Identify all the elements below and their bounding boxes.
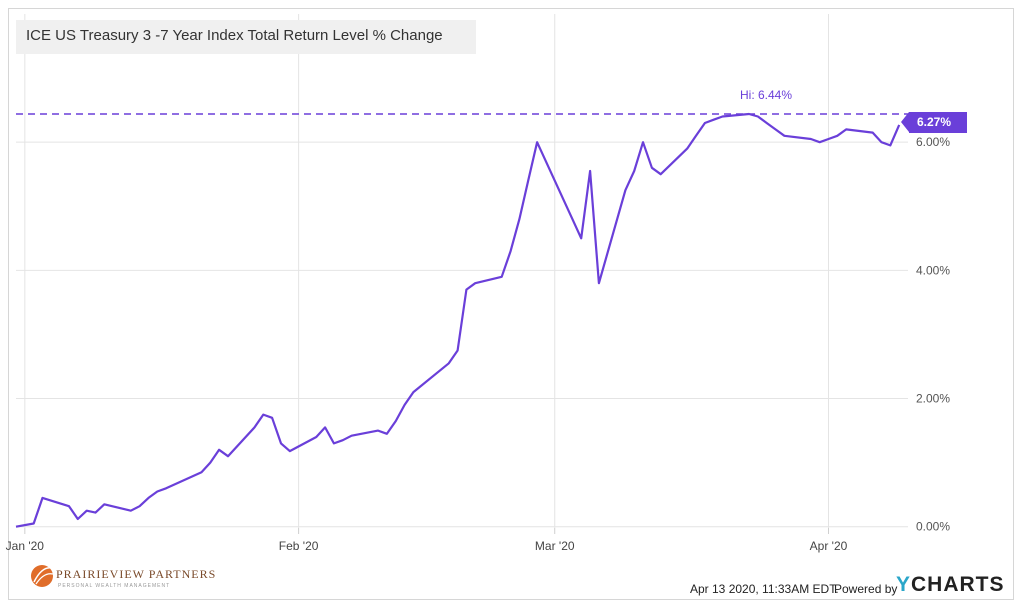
- x-tick-label: Jan '20: [6, 539, 45, 553]
- x-tick-label: Mar '20: [535, 539, 575, 553]
- data-point: [280, 442, 282, 444]
- data-point: [77, 518, 79, 520]
- data-point: [333, 442, 335, 444]
- data-point: [342, 439, 344, 441]
- y-tick-label: 4.00%: [916, 263, 950, 277]
- data-point: [254, 426, 256, 428]
- data-point: [42, 497, 44, 499]
- chart-title: ICE US Treasury 3 -7 Year Index Total Re…: [16, 20, 476, 54]
- data-point: [86, 510, 88, 512]
- brand-name: PRAIRIEVIEW PARTNERS: [56, 567, 217, 581]
- data-point: [395, 420, 397, 422]
- powered-by-text: Powered by: [834, 582, 898, 596]
- data-point: [448, 362, 450, 364]
- data-point: [819, 141, 821, 143]
- data-point: [881, 141, 883, 143]
- x-tick-label: Apr '20: [810, 539, 848, 553]
- data-point: [845, 128, 847, 130]
- data-point: [201, 471, 203, 473]
- data-point: [536, 141, 538, 143]
- high-annotation-label: Hi: 6.44%: [740, 88, 793, 102]
- data-point: [589, 170, 591, 172]
- data-point: [474, 282, 476, 284]
- data-point: [598, 282, 600, 284]
- y-tick-label: 0.00%: [916, 520, 950, 534]
- brand-tagline: PERSONAL WEALTH MANAGEMENT: [58, 583, 171, 589]
- data-point: [377, 430, 379, 432]
- data-point: [836, 135, 838, 137]
- ycharts-logo[interactable]: YCHARTS: [896, 573, 1005, 597]
- data-point: [686, 148, 688, 150]
- data-point: [518, 218, 520, 220]
- data-point: [695, 135, 697, 137]
- data-point: [713, 119, 715, 121]
- brand-mark-icon: [31, 565, 54, 587]
- data-point: [810, 138, 812, 140]
- ycharts-y: Y: [896, 573, 912, 596]
- data-point: [651, 167, 653, 169]
- data-point: [783, 135, 785, 137]
- data-point: [872, 132, 874, 134]
- data-point: [218, 449, 220, 451]
- data-point: [271, 417, 273, 419]
- data-point: [757, 116, 759, 118]
- timestamp: Apr 13 2020, 11:33AM EDT.: [690, 582, 839, 596]
- x-tick-label: Feb '20: [279, 539, 319, 553]
- data-point: [660, 173, 662, 175]
- data-point: [510, 250, 512, 252]
- data-point: [624, 189, 626, 191]
- series-line: [15, 112, 901, 528]
- data-point: [289, 450, 291, 452]
- data-point: [103, 503, 105, 505]
- data-point: [642, 141, 644, 143]
- data-point: [95, 512, 97, 514]
- data-point: [227, 455, 229, 457]
- data-point: [15, 526, 17, 528]
- data-point: [386, 433, 388, 435]
- chart-frame: [8, 8, 1014, 600]
- data-point: [704, 122, 706, 124]
- data-point: [315, 436, 317, 438]
- last-value-badge: 6.27%: [901, 112, 967, 133]
- data-point: [156, 491, 158, 493]
- ycharts-wordmark: CHARTS: [911, 573, 1005, 596]
- data-point: [68, 505, 70, 507]
- data-point: [775, 128, 777, 130]
- data-point: [580, 237, 582, 239]
- data-point: [324, 426, 326, 428]
- data-point: [165, 487, 167, 489]
- data-point: [33, 523, 35, 525]
- data-point: [457, 350, 459, 352]
- data-point: [563, 199, 565, 201]
- data-point: [722, 116, 724, 118]
- data-point: [571, 218, 573, 220]
- data-point: [501, 276, 503, 278]
- data-point: [130, 510, 132, 512]
- data-point: [139, 505, 141, 507]
- data-point: [412, 391, 414, 393]
- y-tick-label: 6.00%: [916, 135, 950, 149]
- y-tick-label: 2.00%: [916, 392, 950, 406]
- data-point: [209, 462, 211, 464]
- data-point: [766, 122, 768, 124]
- data-point: [898, 124, 900, 126]
- data-point: [633, 170, 635, 172]
- data-point: [351, 435, 353, 437]
- data-point: [404, 404, 406, 406]
- data-point: [889, 144, 891, 146]
- prairieview-logo: PRAIRIEVIEW PARTNERS PERSONAL WEALTH MAN…: [30, 562, 215, 598]
- data-point: [527, 180, 529, 182]
- data-point: [148, 497, 150, 499]
- data-point: [465, 289, 467, 291]
- data-point: [262, 414, 264, 416]
- data-point: [828, 138, 830, 140]
